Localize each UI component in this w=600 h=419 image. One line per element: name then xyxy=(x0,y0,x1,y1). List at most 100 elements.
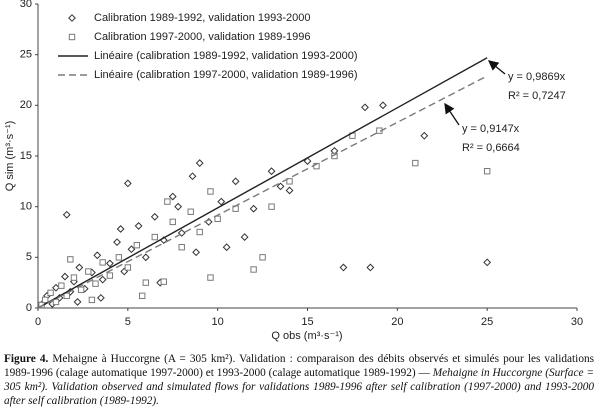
point xyxy=(195,159,204,168)
point xyxy=(127,245,136,254)
point xyxy=(366,263,375,272)
annotation: R² = 0,7247 xyxy=(508,90,566,102)
point xyxy=(168,192,177,201)
point xyxy=(196,228,203,236)
point xyxy=(52,283,60,292)
trend-line xyxy=(37,57,488,309)
point xyxy=(61,272,69,281)
point xyxy=(73,298,82,306)
annotation: y = 0,9869x xyxy=(508,71,566,83)
point xyxy=(379,101,387,110)
point xyxy=(88,296,96,304)
chart: Q sim (m³·s⁻¹) Q obs (m³·s⁻¹) y = 0,9869… xyxy=(4,0,583,342)
caption-label: Figure 4. xyxy=(4,353,49,365)
legend-label: Calibration 1997-2000, validation 1989-1… xyxy=(94,31,311,43)
point xyxy=(99,259,106,266)
point xyxy=(177,229,186,237)
point xyxy=(174,202,183,211)
x-tick-label: 25 xyxy=(481,316,493,328)
point xyxy=(268,203,275,210)
point xyxy=(192,248,201,257)
point xyxy=(267,167,276,176)
point xyxy=(106,272,114,279)
point xyxy=(115,254,123,261)
point xyxy=(124,264,132,271)
x-axis-label: Q obs (m³·s⁻¹) xyxy=(271,330,342,342)
trend-line xyxy=(37,75,488,309)
x-tick-label: 20 xyxy=(391,316,403,328)
point xyxy=(63,292,70,300)
x-tick-label: 15 xyxy=(301,316,313,328)
point xyxy=(139,292,146,300)
point xyxy=(231,177,240,186)
point xyxy=(96,293,105,302)
y-tick-label: 10 xyxy=(20,201,32,213)
point xyxy=(483,168,491,175)
point xyxy=(151,233,158,241)
point xyxy=(249,204,258,213)
caption-english: Mehaigne in Huccorgne (Surface = 305 km²… xyxy=(4,367,595,407)
point xyxy=(483,258,492,267)
y-tick-label: 25 xyxy=(20,49,32,61)
point xyxy=(188,172,197,181)
x-tick-label: 30 xyxy=(571,316,583,328)
x-tick-label: 0 xyxy=(35,316,41,328)
legend-marker xyxy=(68,14,76,22)
caption: Figure 4. Mehaigne à Huccorgne (A = 305 … xyxy=(4,352,594,408)
point xyxy=(214,215,221,223)
point xyxy=(222,243,231,252)
legend-label: Calibration 1989-1992, validation 1993-2… xyxy=(94,12,311,24)
point xyxy=(77,286,85,293)
point xyxy=(67,256,74,263)
point xyxy=(41,296,49,304)
caption-french: Mehaigne à Huccorgne (A = 305 km²). Vali… xyxy=(4,353,595,379)
point xyxy=(285,186,294,195)
y-tick-label: 15 xyxy=(20,150,32,162)
point xyxy=(47,289,54,297)
point xyxy=(420,131,429,140)
point xyxy=(70,274,78,281)
point xyxy=(286,178,293,185)
annotation: R² = 0,6664 xyxy=(462,142,520,154)
point xyxy=(169,218,176,226)
point xyxy=(93,251,102,260)
point xyxy=(250,266,257,273)
point xyxy=(134,222,143,230)
y-tick-label: 5 xyxy=(26,251,32,263)
point xyxy=(123,179,132,188)
point xyxy=(116,225,125,233)
x-tick-label: 10 xyxy=(212,316,224,328)
point xyxy=(142,279,150,286)
annotation: y = 0,9147x xyxy=(462,123,520,135)
y-tick-label: 0 xyxy=(26,302,32,314)
point xyxy=(85,268,92,275)
point xyxy=(58,282,65,289)
point xyxy=(62,210,71,219)
y-tick-label: 20 xyxy=(20,99,32,111)
point xyxy=(276,182,285,191)
point xyxy=(164,198,171,205)
point xyxy=(339,263,348,272)
legend-label: Linéaire (calibration 1989-1992, validat… xyxy=(94,50,358,62)
point xyxy=(98,275,107,284)
point xyxy=(141,253,150,262)
arrow xyxy=(487,60,506,75)
point xyxy=(412,159,419,167)
point xyxy=(160,278,167,285)
point xyxy=(105,259,114,268)
point xyxy=(113,238,121,247)
point xyxy=(75,263,84,272)
point xyxy=(150,212,159,221)
point xyxy=(207,274,214,281)
point xyxy=(217,197,226,206)
point xyxy=(361,103,369,112)
point xyxy=(259,254,266,261)
point xyxy=(133,241,141,249)
legend-marker xyxy=(68,33,76,41)
point xyxy=(207,188,214,195)
point xyxy=(178,244,185,251)
y-tick-label: 30 xyxy=(20,0,32,10)
y-axis-label: Q sim (m³·s⁻¹) xyxy=(4,121,16,192)
x-tick-label: 5 xyxy=(125,316,131,328)
